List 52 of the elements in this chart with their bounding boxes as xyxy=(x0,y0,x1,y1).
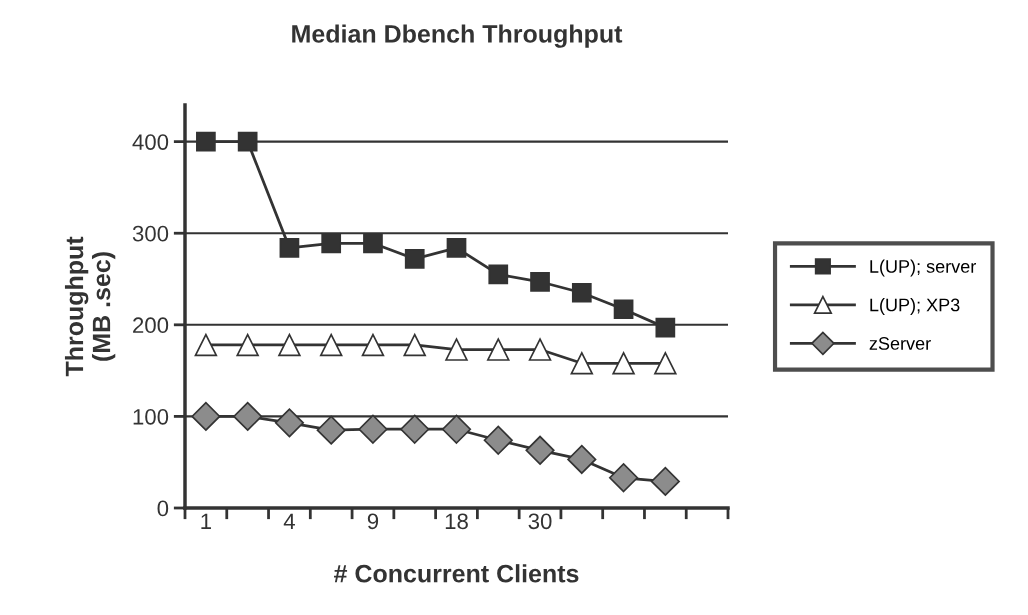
legend-label: L(UP); server xyxy=(870,259,976,277)
point xyxy=(196,131,216,152)
point xyxy=(613,299,634,320)
x-tick-label: 30 xyxy=(528,513,552,530)
point xyxy=(194,333,218,357)
point xyxy=(400,414,430,444)
point xyxy=(530,271,550,292)
y-tick-label: 200 xyxy=(133,317,169,334)
y-tick-label: 300 xyxy=(132,225,169,242)
chart-title: Median Dbench Throughput xyxy=(292,24,623,48)
point xyxy=(655,317,676,338)
point xyxy=(441,414,472,444)
y-axis-title: Throughput (MB .sec) xyxy=(64,236,116,377)
point xyxy=(445,338,468,361)
point xyxy=(487,338,510,361)
point xyxy=(571,282,592,303)
point xyxy=(650,466,680,497)
point xyxy=(488,264,509,285)
x-axis-title: # Concurrent Clients xyxy=(334,564,579,583)
legend-label: zServer xyxy=(869,337,931,350)
point xyxy=(404,249,425,269)
point xyxy=(278,333,301,357)
y-tick-label: 100 xyxy=(133,408,169,425)
point xyxy=(528,338,552,361)
point xyxy=(403,333,426,357)
point xyxy=(567,444,597,475)
point xyxy=(191,401,221,431)
point xyxy=(321,233,342,254)
x-tick-label: 18 xyxy=(445,513,468,530)
x-tick-label: 9 xyxy=(367,513,379,530)
x-tick-label: 1 xyxy=(201,513,211,529)
point xyxy=(233,401,263,431)
point xyxy=(316,415,346,445)
point xyxy=(274,408,305,438)
point xyxy=(483,425,513,455)
point xyxy=(570,352,594,375)
point xyxy=(358,414,388,444)
point xyxy=(236,333,259,357)
point xyxy=(319,333,343,357)
y-tick-label: 0 xyxy=(157,500,169,517)
point xyxy=(608,463,639,493)
point xyxy=(612,352,635,375)
x-tick-label: 4 xyxy=(283,513,295,529)
point xyxy=(654,352,677,375)
point xyxy=(237,131,258,152)
point xyxy=(525,435,555,465)
point xyxy=(363,233,383,254)
y-tick-label: 400 xyxy=(132,134,169,150)
point xyxy=(279,238,300,258)
point xyxy=(446,238,467,258)
point xyxy=(361,333,385,357)
legend-label: L(UP); XP3 xyxy=(870,298,960,315)
